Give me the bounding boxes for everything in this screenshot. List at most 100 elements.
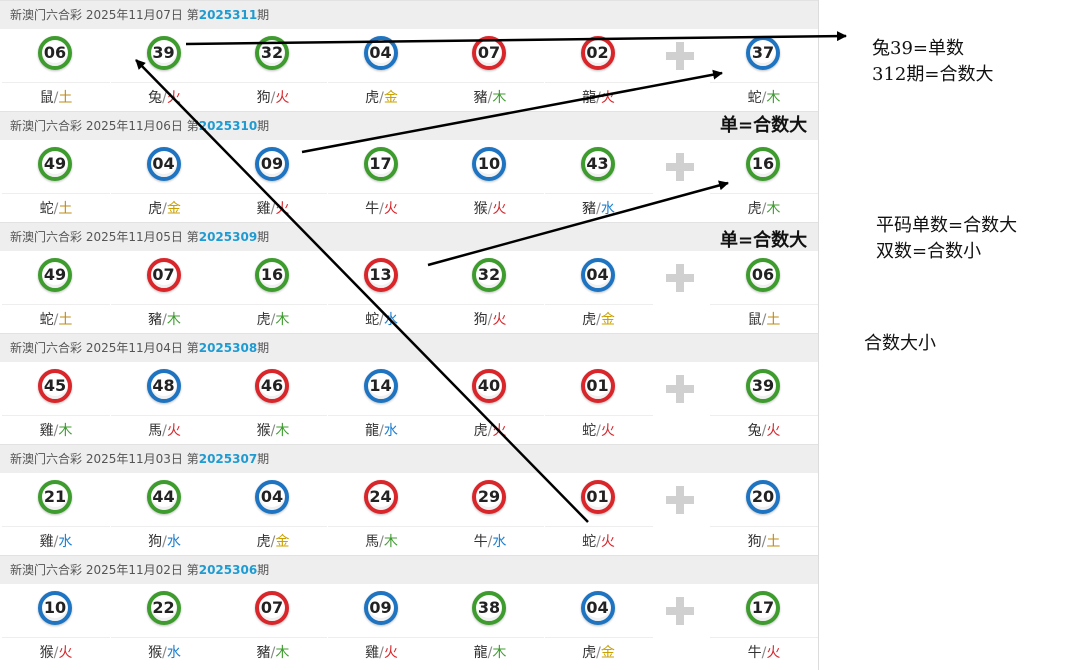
separator: / [379,645,384,661]
ball-cell: 17 牛/火 [327,140,436,222]
draw-row: 新澳门六合彩 2025年11月07日 第2025311期 06 鼠/土 39 兔/火 32… [0,0,818,111]
special-ball-cell: 16 虎/木 [710,140,818,222]
draw-header: 新澳门六合彩 2025年11月07日 第2025311期 [0,0,818,29]
special-ball-cell: 37 蛇/木 [710,29,818,111]
green-ball: 39 [146,36,181,70]
cell-divider [436,82,544,83]
zodiac-element-label: 牛/水 [436,531,544,551]
cell-divider [2,82,110,83]
ball-number: 48 [152,376,175,395]
cell-divider [436,415,544,416]
separator: / [162,645,167,661]
ball-cell: 49 蛇/土 [2,140,110,222]
zodiac-element-label: 牛/火 [328,198,436,218]
separator: / [487,645,493,661]
special-ball-cell: 20 狗/土 [710,473,818,555]
ball-number: 16 [260,265,284,284]
ball-number: 37 [751,43,775,62]
red-ball: 13 [363,258,398,292]
annotation-note-3: 单=合数大 [720,115,808,136]
period-suffix: 期 [257,119,270,133]
zodiac-element-label: 蛇/火 [545,531,653,551]
ball-number: 04 [586,598,609,617]
draw-header: 新澳门六合彩 2025年11月05日 第2025309期 [0,222,818,251]
cell-divider [327,526,436,527]
zodiac-element-label: 鼠/土 [2,87,110,107]
blue-ball: 04 [363,36,398,70]
draw-date-label: 新澳门六合彩 2025年11月04日 第 [10,341,199,355]
zodiac-sign: 豬 [473,90,488,106]
zodiac-element-label: 狗/水 [111,531,219,551]
ball-number: 04 [586,265,609,284]
cell-divider [544,637,653,638]
annotation-note-5: 平码单数=合数大 [876,215,1018,236]
element-label: 火 [766,423,781,439]
green-ball: 17 [746,591,780,625]
element-label: 火 [166,90,181,106]
ball-number: 40 [477,376,501,395]
red-ball: 01 [580,480,615,514]
zodiac-element-label: 兔/火 [111,87,219,107]
ball-cell: 43 豬/水 [544,140,653,222]
red-ball: 07 [146,258,181,292]
zodiac-sign: 龍 [365,423,380,439]
ball-cell: 39 兔/火 [110,29,219,111]
zodiac-sign: 虎 [148,201,163,217]
zodiac-element-label: 蛇/水 [328,309,436,329]
ball-cell: 38 龍/木 [436,584,544,666]
element-label: 木 [58,423,73,439]
ball-cell: 02 龍/火 [544,29,653,111]
element-label: 火 [600,534,615,550]
ball-number: 14 [369,376,392,395]
cell-divider [710,526,818,527]
ball-number: 32 [260,43,284,62]
draw-row: 新澳门六合彩 2025年11月05日 第2025309期 49 蛇/土 07 豬/木 16… [0,222,818,333]
annotation-note-1: 兔39=单数 [872,38,964,59]
zodiac-element-label: 猴/火 [2,642,110,662]
element-label: 木 [492,90,507,106]
zodiac-sign: 蛇 [39,201,54,217]
green-ball: 32 [255,36,289,70]
red-ball: 01 [580,369,615,403]
separator: / [761,423,767,439]
zodiac-sign: 虎 [582,312,597,328]
ball-number: 32 [477,265,501,284]
draw-date-label: 新澳门六合彩 2025年11月06日 第 [10,119,199,133]
zodiac-sign: 虎 [473,423,488,439]
element-label: 金 [383,90,398,106]
ball-number: 10 [43,598,67,617]
zodiac-element-label: 雞/火 [328,642,436,662]
element-label: 火 [275,201,290,217]
zodiac-sign: 狗 [473,312,488,328]
ball-cell: 29 牛/水 [436,473,544,555]
green-ball: 44 [146,480,181,514]
zodiac-element-label: 蛇/土 [2,198,110,218]
green-ball: 39 [746,369,780,403]
cell-divider [710,637,818,638]
element-label: 土 [58,201,73,217]
ball-cell: 21 雞/水 [2,473,110,555]
element-label: 火 [492,423,507,439]
ball-number: 20 [751,487,775,506]
ball-cell: 16 虎/木 [219,251,327,333]
ball-number: 21 [43,487,67,506]
ball-cell: 09 雞/火 [219,140,327,222]
ball-number: 06 [43,43,67,62]
cell-divider [219,82,327,83]
separator: / [270,534,276,550]
zodiac-sign: 猴 [473,201,488,217]
plus-icon [662,473,698,527]
zodiac-sign: 狗 [747,534,762,550]
zodiac-sign: 龍 [582,90,597,106]
separator: / [761,90,767,106]
green-ball: 49 [38,147,72,181]
zodiac-element-label: 猴/水 [111,642,219,662]
element-label: 木 [766,201,781,217]
blue-ball: 48 [146,369,181,403]
separator: / [53,534,59,550]
special-ball-cell: 06 鼠/土 [710,251,818,333]
cell-divider [219,304,327,305]
ball-number: 07 [152,265,175,284]
ball-number: 06 [751,265,775,284]
ball-number: 24 [369,487,392,506]
